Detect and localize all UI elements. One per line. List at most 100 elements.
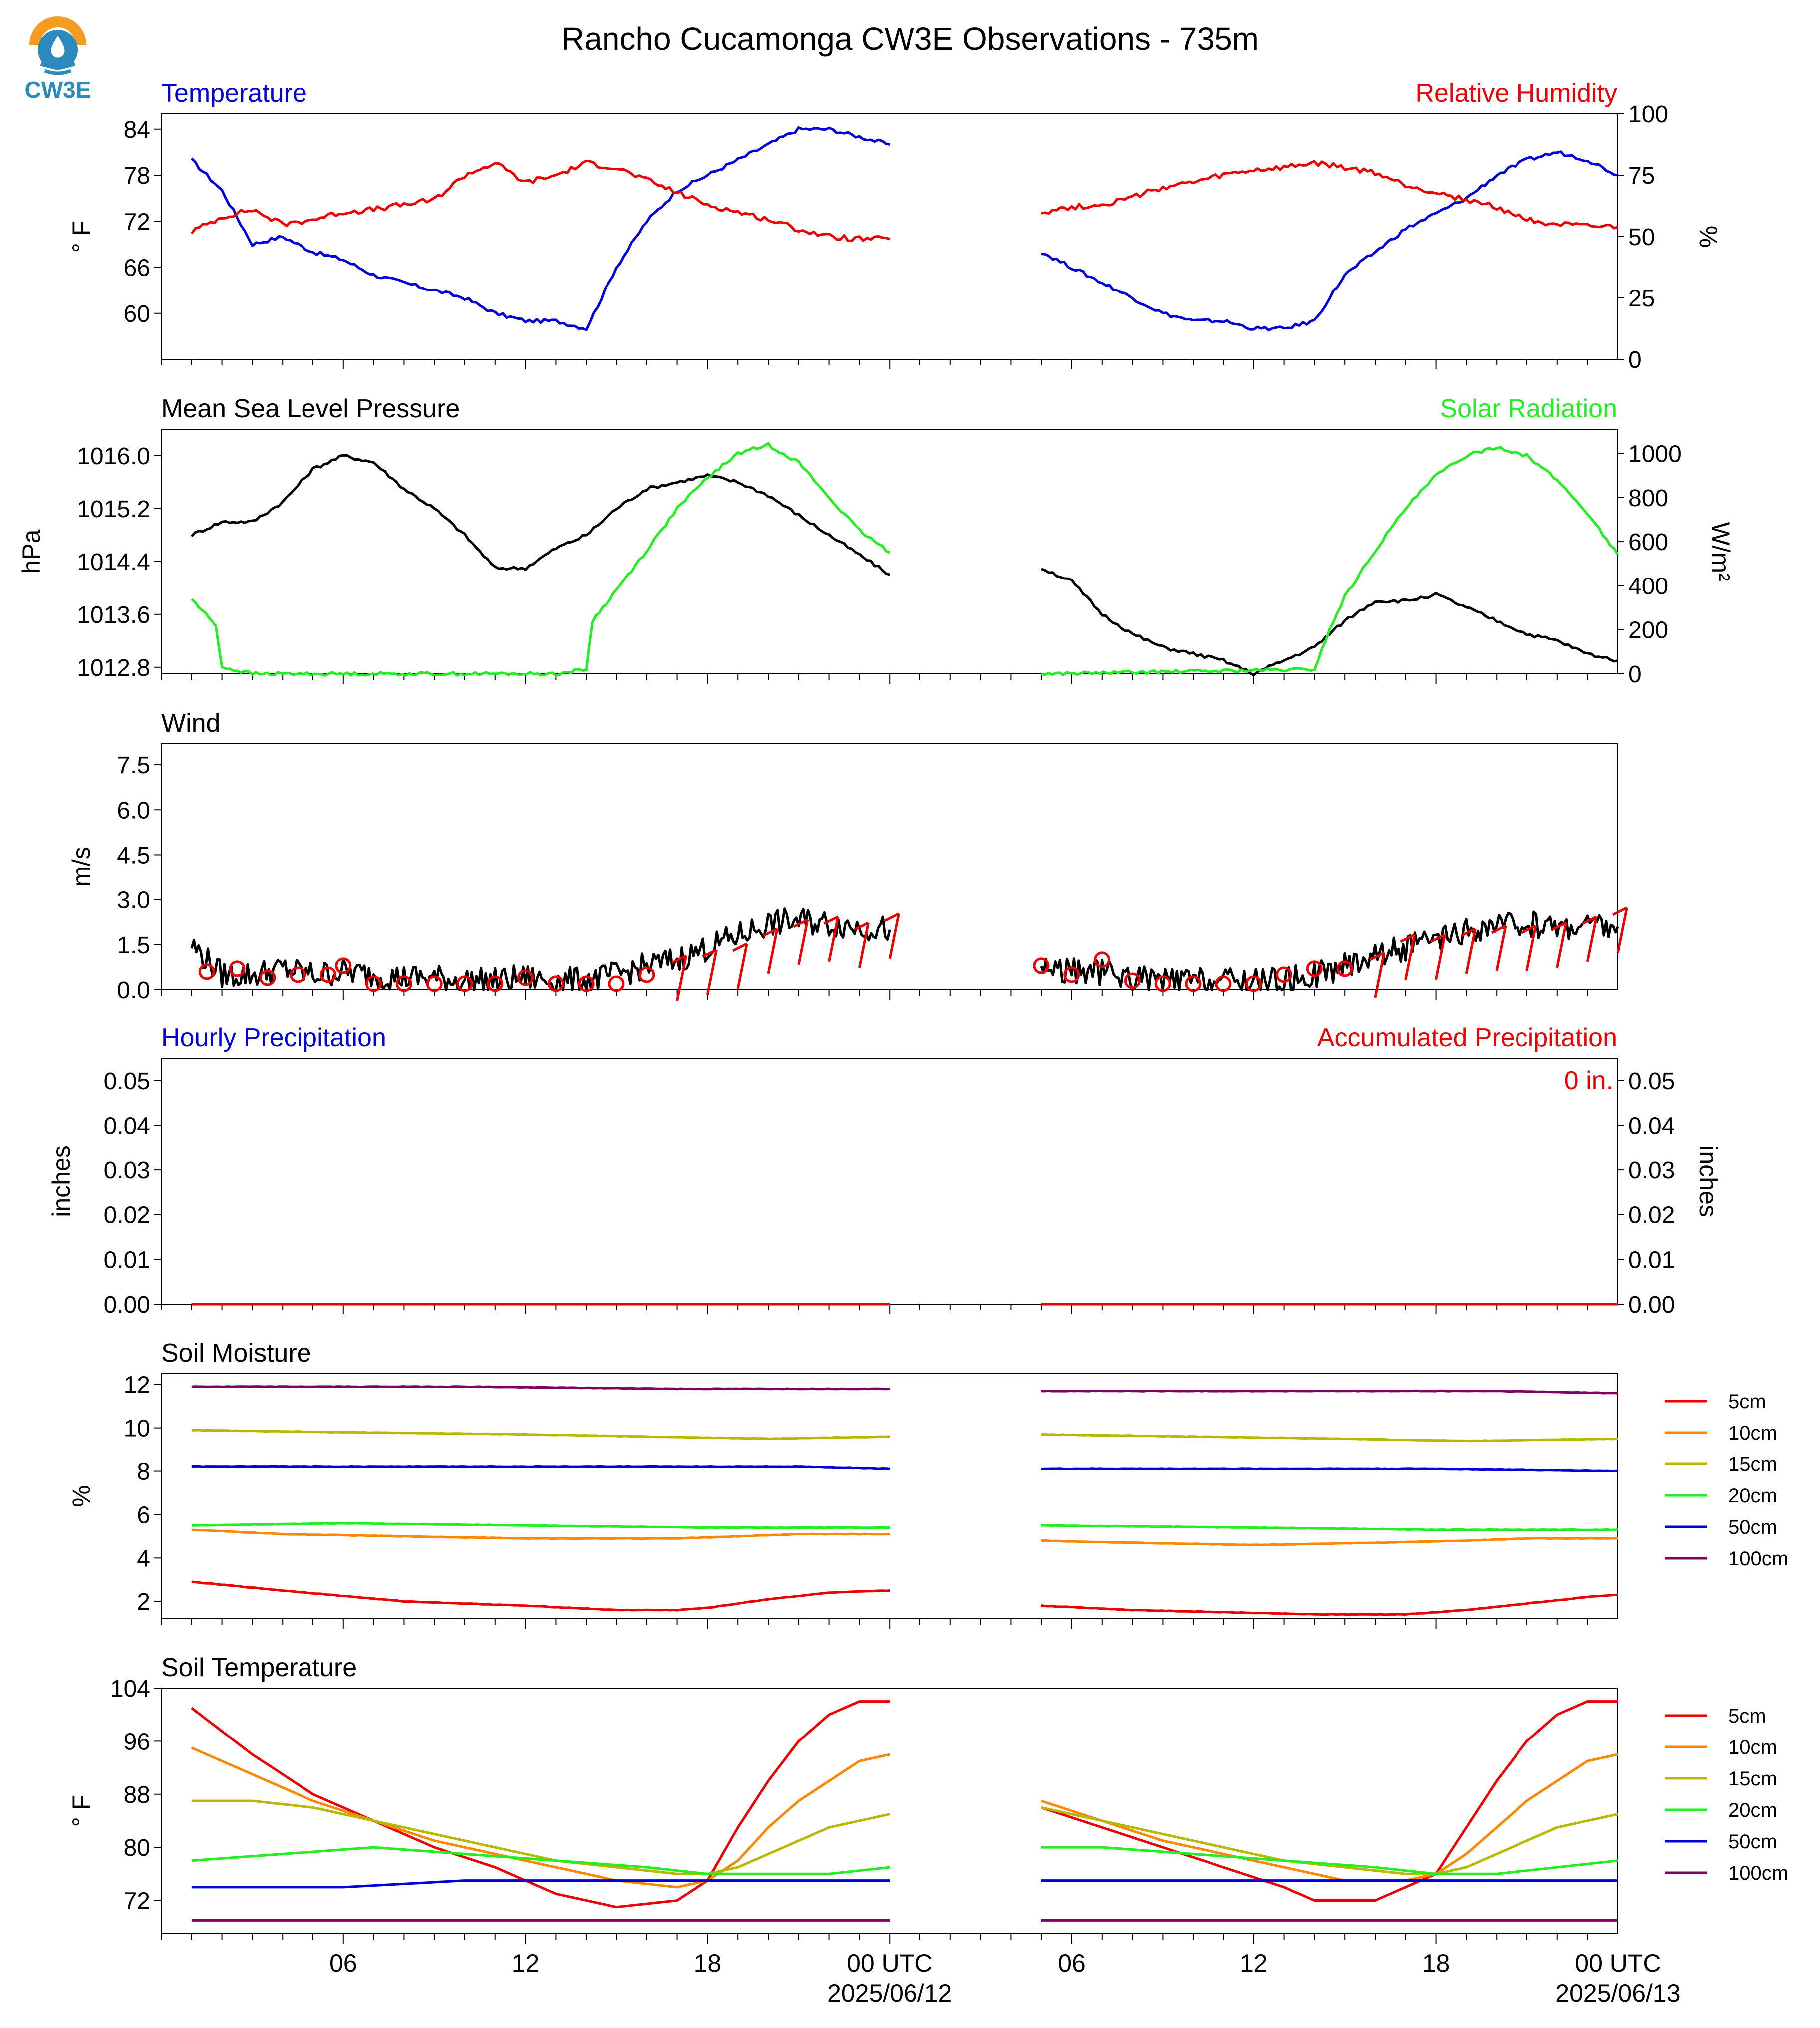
panel-title-right: Solar Radiation: [1440, 394, 1617, 423]
y-tick-label-left: 10: [124, 1416, 150, 1442]
series-line-10cm: [1041, 1754, 1618, 1881]
y-tick-label-left: 72: [124, 209, 150, 235]
legend-label: 5cm: [1728, 1391, 1766, 1413]
y-tick-label-left: 1013.6: [77, 602, 150, 628]
y-tick-label-left: 84: [124, 117, 150, 143]
series-line-relative-humidity: [192, 161, 890, 241]
y-tick-label-left: 3.0: [117, 887, 150, 914]
x-tick-label: 12: [512, 1949, 540, 1977]
y-tick-label-left: 88: [124, 1782, 150, 1808]
legend-label: 100cm: [1728, 1548, 1788, 1570]
y-tick-label-right: 0: [1628, 661, 1642, 688]
series-line-100cm: [192, 1387, 890, 1389]
logo-text: CW3E: [25, 77, 91, 103]
y-tick-label-left: 0.0: [117, 977, 150, 1004]
series-line-solar-radiation: [192, 443, 890, 675]
panel-title-right: Relative Humidity: [1415, 79, 1617, 108]
y-tick-label-left: 72: [124, 1888, 150, 1915]
y-axis-label-right: inches: [1694, 1145, 1722, 1217]
x-tick-label: 00 UTC: [847, 1949, 932, 1977]
y-tick-label-right: 0: [1628, 347, 1642, 373]
series-line-wind-speed: [192, 909, 890, 990]
y-tick-label-right: 25: [1628, 286, 1655, 312]
y-tick-label-left: 0.05: [104, 1068, 150, 1095]
y-axis-label-left: hPa: [17, 529, 45, 574]
wind-barb: [854, 923, 868, 968]
y-tick-label-left: 66: [124, 255, 150, 282]
legend-label: 15cm: [1728, 1453, 1777, 1475]
series-line-50cm: [192, 1466, 890, 1469]
y-tick-label-right: 0.03: [1628, 1158, 1675, 1184]
x-tick-label: 12: [1240, 1949, 1268, 1977]
wind-calm-marker: [640, 968, 654, 982]
legend-label: 5cm: [1728, 1705, 1766, 1727]
wind-barb: [885, 914, 899, 959]
series-line-5cm: [192, 1702, 890, 1907]
series-line-10cm: [1041, 1538, 1618, 1545]
x-tick-label: 06: [1058, 1949, 1086, 1977]
legend-label: 15cm: [1728, 1768, 1777, 1790]
legend-label: 50cm: [1728, 1516, 1777, 1538]
legend-label: 50cm: [1728, 1831, 1777, 1853]
wind-barb: [1492, 926, 1506, 971]
wind-panel: Wind 7.5 6.0 4.5 3.0 1.5 0.0 m/s: [67, 709, 1627, 1004]
panel-title-right: Accumulated Precipitation: [1317, 1023, 1617, 1052]
y-tick-label-right: 50: [1628, 224, 1655, 251]
wind-barb: [824, 917, 838, 962]
temperature-humidity-panel: Temperature Relative Humidity 84 78 72 66 60 10…: [67, 79, 1722, 373]
x-date-label: 2025/06/13: [1555, 1979, 1680, 2007]
soil-moisture-panel: Soil Moisture12108642%5cm10cm15cm20cm50c…: [67, 1339, 1788, 1629]
wind-barb: [733, 944, 747, 989]
y-tick-label-left: 2: [137, 1589, 150, 1615]
y-tick-label-right: 1000: [1628, 441, 1682, 468]
series-line-mean-sea-level-pressure: [1041, 569, 1618, 675]
y-tick-label-left: 1015.2: [77, 496, 150, 523]
panel-title-left: Hourly Precipitation: [161, 1023, 386, 1052]
y-tick-label-left: 104: [110, 1676, 150, 1702]
wind-barb: [763, 929, 777, 974]
panel-title-left: Soil Moisture: [161, 1339, 311, 1368]
y-axis-label-right: %: [1694, 226, 1722, 248]
y-tick-label-left: 12: [124, 1372, 150, 1399]
series-line-temperature: [192, 128, 890, 330]
y-tick-label-left: 6.0: [117, 797, 150, 824]
series-line-100cm: [1041, 1391, 1618, 1393]
y-tick-label-left: 0.03: [104, 1158, 150, 1184]
y-tick-label-left: 0.04: [104, 1113, 150, 1139]
y-tick-label-left: 4: [137, 1545, 150, 1572]
y-tick-label-right: 100: [1628, 101, 1668, 128]
wind-calm-marker: [427, 977, 441, 991]
soil-temperature-panel: Soil Temperature10496888072° F5cm10cm15c…: [67, 1653, 1788, 1944]
series-line-20cm: [192, 1847, 890, 1874]
y-axis-label-left: ° F: [67, 1795, 95, 1827]
cw3e-logo: CW3E: [25, 22, 91, 103]
y-tick-label-left: 1.5: [117, 932, 150, 959]
panel-title-left: Temperature: [161, 79, 307, 108]
y-tick-label-left: 4.5: [117, 842, 150, 869]
series-line-5cm: [1041, 1595, 1618, 1615]
x-tick-label: 06: [329, 1949, 357, 1977]
y-tick-label-left: 6: [137, 1502, 150, 1528]
y-tick-label-left: 1014.4: [77, 549, 150, 576]
plot-frame: [161, 1688, 1617, 1934]
y-tick-label-right: 0.02: [1628, 1202, 1675, 1229]
y-tick-label-left: 60: [124, 301, 150, 327]
y-tick-label-right: 0.04: [1628, 1113, 1675, 1139]
wind-barb: [1522, 926, 1536, 971]
accumulated-precip-annotation: 0 in.: [1564, 1066, 1613, 1095]
series-line-15cm: [1041, 1435, 1618, 1441]
precipitation-panel: Hourly Precipitation Accumulated Precipit…: [47, 1023, 1722, 1318]
series-line-15cm: [192, 1430, 890, 1439]
y-tick-label-right: 400: [1628, 573, 1668, 599]
series-line-20cm: [192, 1523, 890, 1528]
x-tick-label: 18: [694, 1949, 722, 1977]
y-axis-label-right: W/m²: [1707, 522, 1735, 581]
panel-title-left: Wind: [161, 709, 220, 738]
plot-frame: [161, 1058, 1617, 1304]
panel-title-left: Mean Sea Level Pressure: [161, 394, 460, 423]
wind-calm-marker: [1216, 977, 1230, 991]
y-tick-label-right: 800: [1628, 485, 1668, 512]
x-tick-label: 00 UTC: [1575, 1949, 1661, 1977]
y-tick-label-right: 200: [1628, 617, 1668, 644]
y-tick-label-left: 0.01: [104, 1247, 150, 1273]
